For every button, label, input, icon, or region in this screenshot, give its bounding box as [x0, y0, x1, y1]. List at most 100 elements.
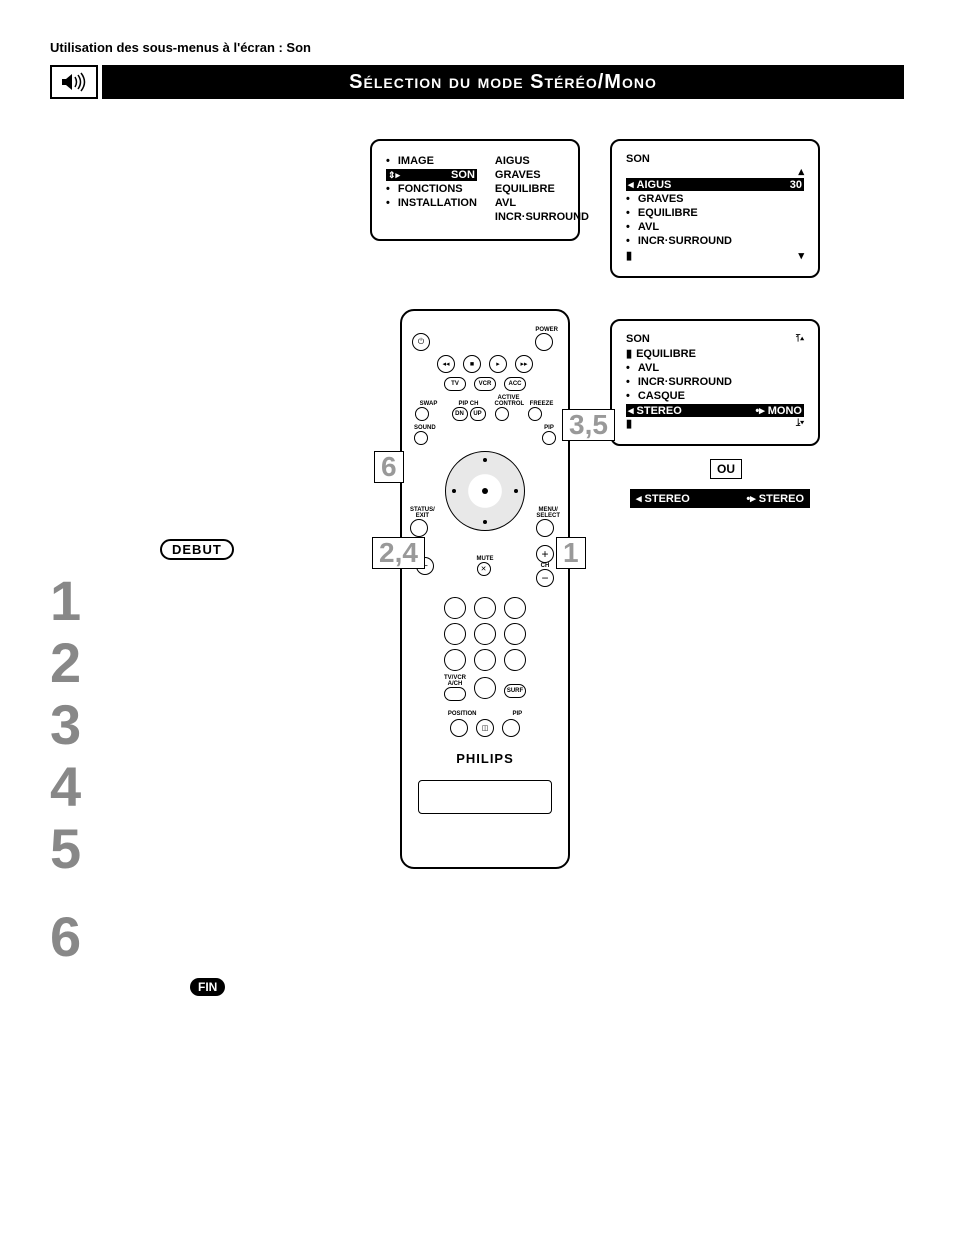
ch-label: CH: [536, 563, 554, 569]
menu-item: EQUILIBRE: [626, 207, 804, 219]
pip-label: PIP: [542, 425, 556, 431]
cursor-icon: ▮: [626, 249, 632, 262]
breadcrumb: Utilisation des sous-menus à l'écran : S…: [50, 40, 904, 55]
num-5-button[interactable]: [474, 623, 496, 645]
menu-item: IMAGE: [386, 155, 477, 167]
swap-button[interactable]: [415, 407, 429, 421]
tvvcr-button[interactable]: [444, 687, 466, 701]
step-number: 5: [50, 820, 350, 878]
callout-6: 6: [374, 451, 404, 483]
menu-item: AVL: [626, 221, 804, 233]
menu-item: INCR·SURROUND: [626, 235, 804, 247]
num-3-button[interactable]: [504, 597, 526, 619]
pip-right-button[interactable]: [502, 719, 520, 737]
num-8-button[interactable]: [474, 649, 496, 671]
sound-label: SOUND: [414, 425, 436, 431]
ch-down-button[interactable]: −: [536, 569, 554, 587]
callout-2-4: 2,4: [372, 537, 425, 569]
title-bar: Sélection du mode Stéréo/Mono: [50, 65, 904, 99]
standby-button[interactable]: ⏻: [412, 333, 430, 351]
stereo-option-strip: STEREO •▸ STEREO: [630, 489, 810, 508]
menu-item: INSTALLATION: [386, 197, 477, 209]
pip-button[interactable]: [542, 431, 556, 445]
play-button[interactable]: ▸: [489, 355, 507, 373]
acc-mode-button[interactable]: ACC: [504, 377, 526, 391]
menu-select-button[interactable]: [536, 519, 554, 537]
slider-icon: [675, 184, 785, 185]
surf-label: [504, 678, 526, 684]
osd-menu-main: IMAGE ⇕▸SON FONCTIONS INSTALLATION AIGUS…: [370, 139, 580, 241]
ch-up-button[interactable]: +: [536, 545, 554, 563]
active-control-button[interactable]: [495, 407, 509, 421]
menu-item: FONCTIONS: [386, 183, 477, 195]
scroll-up-icon: [626, 165, 804, 178]
menu-item: AVL: [495, 197, 589, 209]
menu-item-selected: STEREO •▸ MONO: [626, 404, 804, 417]
menu-item-selected: ⇕▸SON: [386, 169, 477, 181]
menu-item: GRAVES: [626, 193, 804, 205]
sound-button[interactable]: [414, 431, 428, 445]
power-button[interactable]: [535, 333, 553, 351]
dn-button[interactable]: DN: [452, 407, 468, 421]
num-1-button[interactable]: [444, 597, 466, 619]
swap-label: SWAP: [415, 401, 443, 407]
num-6-button[interactable]: [504, 623, 526, 645]
scroll-down-icon: [798, 249, 804, 262]
status-exit-label: STATUS/ EXIT: [410, 507, 435, 519]
pip-bottom-label: PIP: [513, 711, 523, 717]
num-9-button[interactable]: [504, 649, 526, 671]
menu-select-label: MENU/ SELECT: [536, 507, 560, 519]
freeze-label: FREEZE: [528, 401, 556, 407]
or-label: OU: [710, 459, 742, 479]
speaker-icon: [60, 71, 88, 93]
active-control-label: ACTIVE CONTROL: [495, 395, 523, 407]
menu-right-col: AIGUS GRAVES EQUILIBRE AVL INCR·SURROUND: [495, 153, 589, 225]
menu-item: AVL: [626, 362, 804, 374]
remote-ir-window: [418, 780, 552, 814]
tv-mode-button[interactable]: TV: [444, 377, 466, 391]
scroll-down-icon: ⥕: [796, 417, 804, 430]
steps-column: DEBUT 1 2 3 4 5 6 FIN: [50, 119, 350, 996]
menu-item: INCR·SURROUND: [626, 376, 804, 388]
status-exit-button[interactable]: [410, 519, 428, 537]
menu-item: INCR·SURROUND: [495, 211, 589, 223]
cursor-icon: ▮: [626, 417, 632, 430]
mute-button[interactable]: ✕: [477, 562, 491, 576]
sound-icon-box: [50, 65, 98, 99]
num-4-button[interactable]: [444, 623, 466, 645]
menu-item: AIGUS: [495, 155, 589, 167]
menu-item: GRAVES: [495, 169, 589, 181]
callout-3-5: 3,5: [562, 409, 615, 441]
vcr-mode-button[interactable]: VCR: [474, 377, 496, 391]
brand-label: PHILIPS: [412, 751, 558, 766]
debut-badge: DEBUT: [160, 539, 234, 560]
diagram-area: IMAGE ⇕▸SON FONCTIONS INSTALLATION AIGUS…: [370, 119, 904, 996]
menu-left-col: IMAGE ⇕▸SON FONCTIONS INSTALLATION: [386, 153, 477, 225]
ffwd-button[interactable]: ▸▸: [515, 355, 533, 373]
menu-item-selected: AIGUS 30: [626, 178, 804, 191]
step-number: 4: [50, 758, 350, 816]
menu-item: CASQUE: [626, 390, 804, 402]
pip-center-button[interactable]: ◫: [476, 719, 494, 737]
menu-header: SON: [626, 153, 804, 165]
position-button[interactable]: [450, 719, 468, 737]
fin-badge: FIN: [190, 978, 225, 996]
freeze-button[interactable]: [528, 407, 542, 421]
num-0-button[interactable]: [474, 677, 496, 699]
mute-label: MUTE: [477, 556, 494, 562]
power-label: POWER: [535, 327, 558, 333]
position-label: POSITION: [448, 711, 477, 717]
num-7-button[interactable]: [444, 649, 466, 671]
osd-menu-son-2: SON ⥘ ▮ EQUILIBRE AVL INCR·SURROUND CASQ…: [610, 319, 820, 446]
menu-item: ▮ EQUILIBRE: [626, 347, 804, 360]
step-list: 1 2 3 4 5 6: [50, 572, 350, 966]
num-2-button[interactable]: [474, 597, 496, 619]
rewind-button[interactable]: ◂◂: [437, 355, 455, 373]
step-number: 3: [50, 696, 350, 754]
stop-button[interactable]: ■: [463, 355, 481, 373]
remote-control: ⏻ POWER ◂◂ ■ ▸ ▸▸ TV VCR ACC SWAP PIP: [400, 309, 570, 869]
dpad[interactable]: [445, 451, 525, 531]
surf-button[interactable]: SURF: [504, 684, 526, 698]
up-button[interactable]: UP: [470, 407, 486, 421]
step-number: 6: [50, 908, 350, 966]
